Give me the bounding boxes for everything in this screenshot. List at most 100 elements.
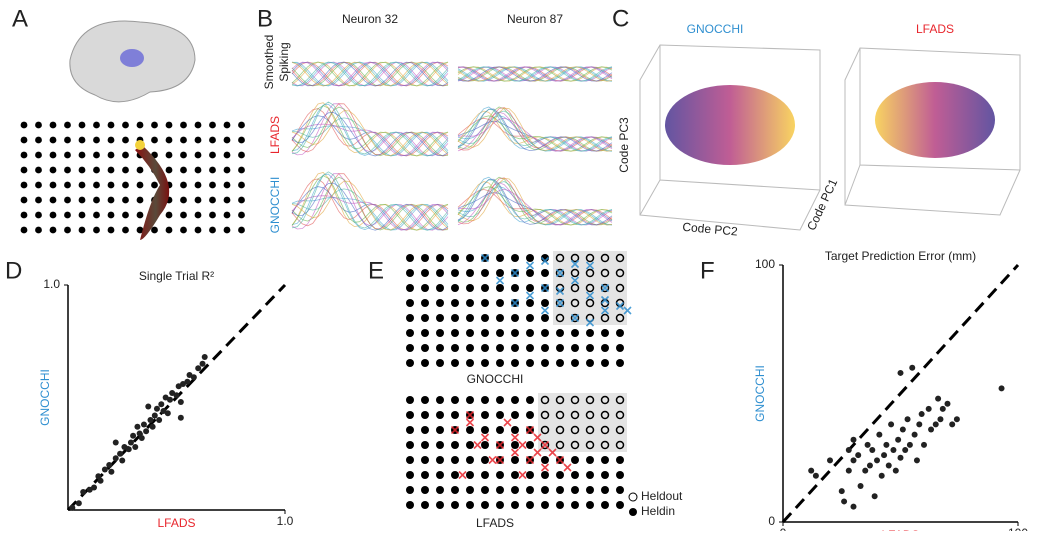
heldout-electrode (555, 253, 565, 263)
point (855, 452, 862, 459)
heldin-electrode (526, 254, 534, 262)
electrode (64, 136, 71, 144)
electrode (136, 181, 144, 189)
electrode (78, 181, 86, 189)
trace (457, 176, 613, 226)
point (918, 411, 925, 418)
legend-marker (629, 508, 637, 516)
point (895, 436, 902, 443)
electrode (107, 121, 115, 129)
x-tick-label: 0 (780, 526, 787, 531)
heldin-electrode (616, 329, 624, 337)
electrode (64, 226, 71, 234)
heldin-electrode (466, 359, 474, 367)
electrode (93, 136, 100, 144)
electrode (209, 121, 216, 129)
heldout-electrode (600, 253, 610, 263)
electrode (78, 226, 86, 234)
heldin-electrode (571, 359, 579, 367)
heldin-electrode (421, 501, 429, 509)
heldin-electrode (481, 501, 489, 509)
point (138, 435, 145, 441)
point (149, 423, 156, 430)
heldout-electrode (570, 253, 580, 263)
electrode (209, 151, 216, 159)
point (902, 447, 909, 454)
heldout-electrode (570, 410, 580, 420)
cross (480, 433, 490, 442)
cross (525, 455, 535, 465)
electrode (238, 136, 245, 144)
x-tick-label: 100 (1008, 526, 1028, 531)
heldin-electrode (436, 329, 444, 337)
electrode (64, 166, 71, 174)
heldin-electrode (406, 456, 414, 464)
heldin-electrode (511, 344, 519, 352)
electrode (64, 121, 71, 129)
electrode (165, 226, 173, 234)
identity-line (781, 263, 1020, 524)
heldin-electrode (406, 486, 414, 494)
electrode (151, 226, 158, 234)
heldout-electrode (615, 395, 625, 405)
heldin-electrode (601, 359, 609, 367)
heldin-electrode (526, 441, 534, 449)
cross (585, 261, 595, 270)
trace (291, 180, 449, 231)
heldin-electrode (556, 501, 564, 509)
cross (510, 268, 520, 278)
heldin-electrode (496, 284, 504, 292)
point (845, 467, 852, 474)
heldin-electrode (481, 314, 489, 322)
electrode (78, 136, 86, 144)
heldout-electrode (555, 268, 565, 278)
electrode (180, 196, 187, 204)
heldin-electrode (436, 471, 444, 479)
point (158, 401, 165, 408)
heldin-electrode (481, 456, 489, 464)
heldin-electrode (526, 471, 534, 479)
heldout-electrode (570, 425, 580, 435)
grid-title: LFADS (476, 516, 514, 530)
heldin-electrode (481, 411, 489, 419)
heldin-electrode (496, 299, 504, 307)
heldout-electrode (600, 283, 610, 293)
point-cloud (665, 85, 795, 165)
cross (495, 276, 505, 285)
trace (291, 172, 449, 231)
electrode (78, 166, 86, 174)
heldin-electrode (481, 396, 489, 404)
row-label: Smoothed (262, 35, 276, 90)
heldin-electrode (481, 486, 489, 494)
heldin-electrode (511, 329, 519, 337)
cross (540, 256, 550, 266)
heldout-electrode (585, 253, 595, 263)
heldout-electrode (585, 283, 595, 293)
electrode (107, 136, 115, 144)
point (939, 405, 946, 412)
heldin-electrode (436, 314, 444, 322)
trace (457, 177, 613, 226)
heldin-electrode (556, 344, 564, 352)
point (878, 472, 885, 479)
heldin-electrode (496, 344, 504, 352)
heldin-electrode (451, 471, 459, 479)
cross (540, 306, 550, 315)
axis-label: Code PC1 (804, 176, 840, 232)
cross (585, 318, 595, 327)
heldout-electrode (570, 268, 580, 278)
trace (457, 115, 613, 152)
point (911, 431, 918, 438)
point (69, 504, 76, 511)
heldin-electrode (466, 254, 474, 262)
point (850, 503, 857, 510)
heldout-electrode (570, 298, 580, 308)
heldin-electrode (601, 329, 609, 337)
heldin-electrode (496, 471, 504, 479)
electrode (209, 181, 216, 189)
heldin-electrode (421, 254, 429, 262)
heldout-electrode (585, 425, 595, 435)
legend-marker (628, 492, 638, 502)
electrode (151, 136, 158, 144)
point (906, 441, 913, 448)
